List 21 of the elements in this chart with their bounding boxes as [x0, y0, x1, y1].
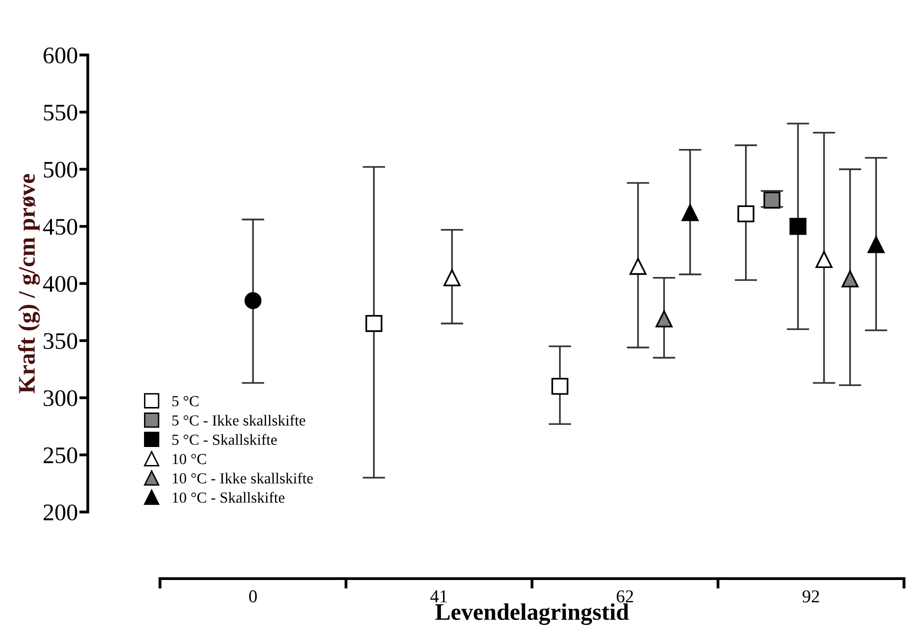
y-tick-label: 250 — [44, 447, 78, 464]
x-tick-label: 0 — [249, 590, 257, 602]
x-axis-title: Levendelagringstid — [435, 603, 629, 625]
legend-label: 5 °C — [172, 396, 198, 406]
y-tick-label: 200 — [44, 504, 78, 520]
x-tick-label: 41 — [430, 590, 447, 602]
legend-label: 10 °C - Skallskifte — [172, 492, 284, 503]
legend-label: 5 °C - Ikke skallskifte — [172, 414, 306, 426]
y-tick-label: 500 — [44, 162, 78, 178]
y-tick-label: 600 — [44, 47, 78, 64]
x-tick-label: 92 — [802, 590, 820, 602]
legend-label: 10 °C — [172, 454, 206, 464]
y-tick-label: 550 — [44, 104, 78, 121]
y-tick-label: 400 — [43, 276, 78, 292]
y-tick-label: 300 — [44, 390, 78, 406]
y-tick-label: 450 — [43, 218, 78, 235]
y-axis-title: Kraft (g) / g/cm prøve — [18, 174, 40, 394]
legend-label: 10 °C - Ikke skallskifte — [172, 472, 313, 484]
y-tick-label: 350 — [44, 333, 78, 350]
legend-label: 5 °C - Skallskifte — [172, 434, 277, 445]
x-tick-label: 62 — [616, 590, 634, 602]
